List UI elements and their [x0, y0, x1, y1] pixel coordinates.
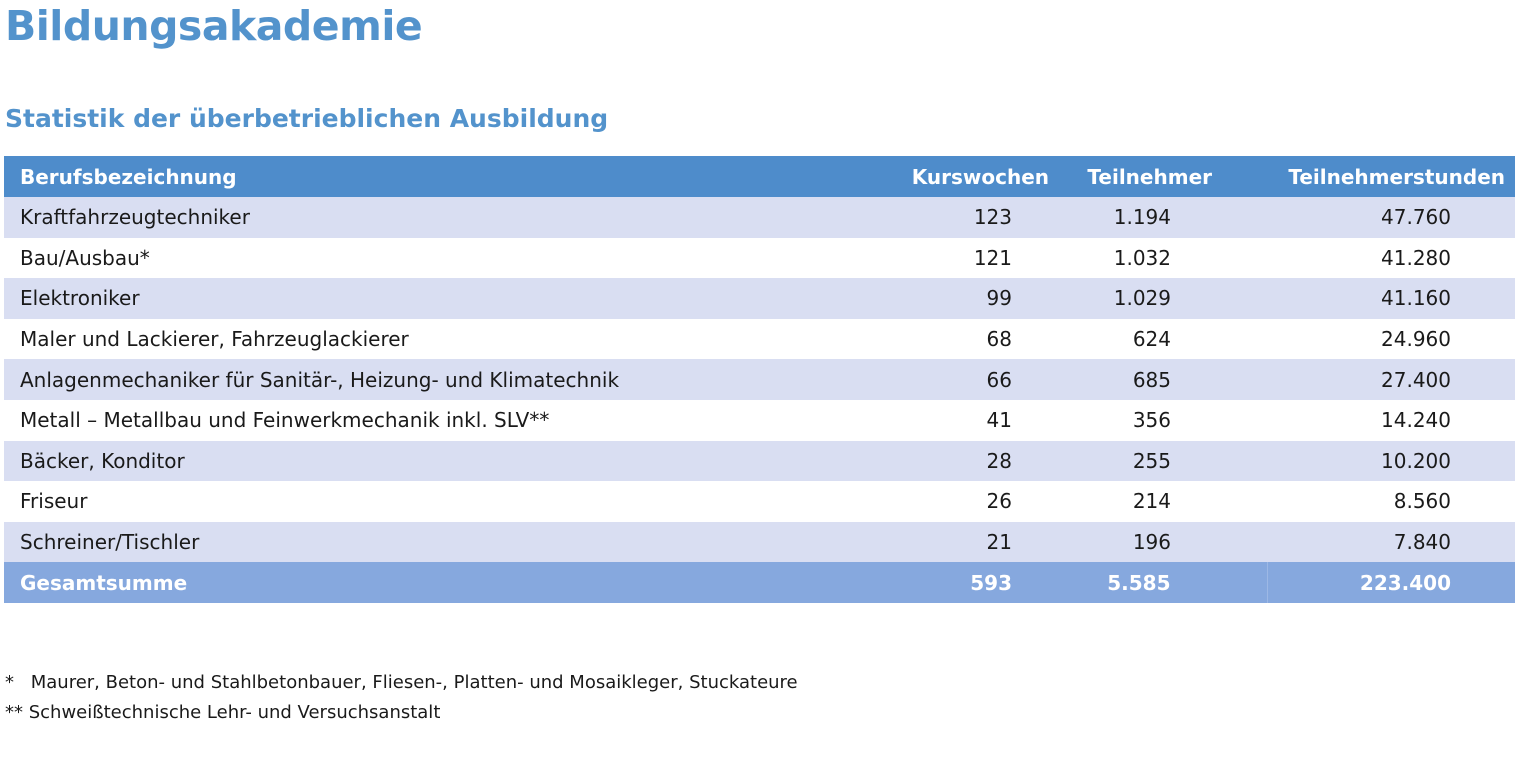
- footnote-mark: **: [5, 702, 23, 723]
- cell-teilnehmerstunden: 27.400: [1267, 359, 1515, 400]
- cell-teilnehmer: 255: [1064, 440, 1267, 482]
- cell-teilnehmerstunden: 41.160: [1267, 278, 1515, 319]
- total-kurswochen: 593: [874, 562, 1064, 604]
- cell-teilnehmer: 356: [1064, 399, 1267, 441]
- cell-berufsbezeichnung: Schreiner/Tischler: [4, 521, 874, 563]
- cell-teilnehmerstunden: 47.760: [1267, 197, 1515, 238]
- cell-kurswochen: 41: [874, 399, 1064, 441]
- footnote-text: Schweißtechnische Lehr- und Versuchsanst…: [28, 702, 441, 723]
- table-row: Anlagenmechaniker für Sanitär-, Heizung-…: [4, 359, 1515, 400]
- table-row: Elektroniker 99 1.029 41.160: [4, 278, 1515, 319]
- cell-kurswochen: 26: [874, 481, 1064, 522]
- table-row: Schreiner/Tischler 21 196 7.840: [4, 521, 1515, 563]
- cell-teilnehmer: 196: [1064, 521, 1267, 563]
- cell-teilnehmerstunden: 14.240: [1267, 399, 1515, 441]
- statistics-table: Berufsbezeichnung Kurswochen Teilnehmer …: [4, 156, 1515, 604]
- cell-berufsbezeichnung: Maler und Lackierer, Fahrzeuglackierer: [4, 318, 874, 360]
- column-header-teilnehmerstunden: Teilnehmerstunden: [1267, 156, 1515, 197]
- cell-teilnehmerstunden: 8.560: [1267, 481, 1515, 522]
- table-row: Metall – Metallbau und Feinwerkmechanik …: [4, 399, 1515, 441]
- footnote-1: * Maurer, Beton- und Stahlbetonbauer, Fl…: [5, 668, 798, 698]
- total-teilnehmerstunden: 223.400: [1266, 562, 1515, 604]
- cell-kurswochen: 28: [874, 440, 1064, 482]
- table-footer: Gesamtsumme 593 5.585 223.400: [4, 562, 1515, 604]
- column-header-kurswochen: Kurswochen: [874, 156, 1064, 197]
- cell-berufsbezeichnung: Anlagenmechaniker für Sanitär-, Heizung-…: [4, 359, 874, 400]
- cell-teilnehmer: 1.032: [1064, 237, 1267, 279]
- column-header-berufsbezeichnung: Berufsbezeichnung: [4, 156, 874, 197]
- cell-kurswochen: 68: [874, 318, 1064, 360]
- footnote-mark: *: [5, 672, 14, 693]
- cell-teilnehmer: 1.194: [1064, 197, 1267, 238]
- footnote-text: Maurer, Beton- und Stahlbetonbauer, Flie…: [30, 672, 798, 693]
- cell-kurswochen: 66: [874, 359, 1064, 400]
- cell-teilnehmer: 685: [1064, 359, 1267, 400]
- cell-teilnehmerstunden: 7.840: [1267, 521, 1515, 563]
- cell-teilnehmerstunden: 10.200: [1267, 440, 1515, 482]
- cell-berufsbezeichnung: Elektroniker: [4, 278, 874, 319]
- table-body: Kraftfahrzeugtechniker 123 1.194 47.760 …: [4, 197, 1515, 563]
- cell-teilnehmerstunden: 24.960: [1267, 318, 1515, 360]
- cell-kurswochen: 21: [874, 521, 1064, 563]
- total-label: Gesamtsumme: [4, 562, 874, 604]
- cell-kurswochen: 99: [874, 278, 1064, 319]
- cell-teilnehmerstunden: 41.280: [1267, 237, 1515, 279]
- table-row: Kraftfahrzeugtechniker 123 1.194 47.760: [4, 197, 1515, 238]
- table-row: Bäcker, Konditor 28 255 10.200: [4, 440, 1515, 482]
- footnotes: * Maurer, Beton- und Stahlbetonbauer, Fl…: [5, 668, 798, 728]
- cell-kurswochen: 121: [874, 237, 1064, 279]
- cell-teilnehmer: 1.029: [1064, 278, 1267, 319]
- cell-kurswochen: 123: [874, 197, 1064, 238]
- page-subtitle: Statistik der überbetrieblichen Ausbildu…: [5, 104, 609, 133]
- column-header-teilnehmer: Teilnehmer: [1064, 156, 1267, 197]
- cell-berufsbezeichnung: Friseur: [4, 481, 874, 522]
- table-row: Bau/Ausbau* 121 1.032 41.280: [4, 237, 1515, 279]
- table-header: Berufsbezeichnung Kurswochen Teilnehmer …: [4, 156, 1515, 197]
- table-row: Maler und Lackierer, Fahrzeuglackierer 6…: [4, 318, 1515, 360]
- footnote-2: ** Schweißtechnische Lehr- und Versuchsa…: [5, 698, 798, 728]
- cell-berufsbezeichnung: Bau/Ausbau*: [4, 237, 874, 279]
- cell-berufsbezeichnung: Metall – Metallbau und Feinwerkmechanik …: [4, 399, 874, 441]
- page-title: Bildungsakademie: [5, 2, 423, 50]
- total-teilnehmer: 5.585: [1064, 562, 1267, 604]
- table-row: Friseur 26 214 8.560: [4, 481, 1515, 522]
- cell-berufsbezeichnung: Bäcker, Konditor: [4, 440, 874, 482]
- header-row: Berufsbezeichnung Kurswochen Teilnehmer …: [4, 156, 1515, 197]
- cell-teilnehmer: 214: [1064, 481, 1267, 522]
- cell-teilnehmer: 624: [1064, 318, 1267, 360]
- total-row: Gesamtsumme 593 5.585 223.400: [4, 562, 1515, 604]
- cell-berufsbezeichnung: Kraftfahrzeugtechniker: [4, 197, 874, 238]
